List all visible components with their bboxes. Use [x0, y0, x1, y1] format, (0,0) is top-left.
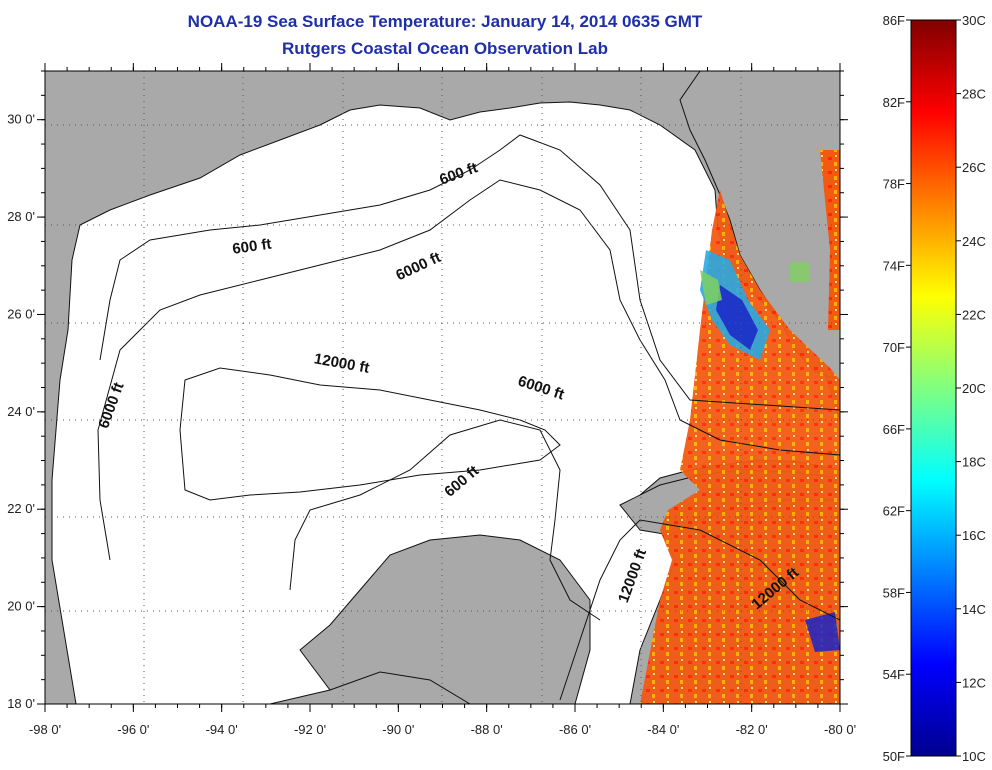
lat-label: 24 0' — [7, 404, 35, 419]
lon-label: -88 0' — [471, 722, 503, 737]
celsius-label: 22C — [962, 307, 986, 322]
fahrenheit-label: 66F — [883, 422, 905, 437]
fahrenheit-label: 54F — [883, 667, 905, 682]
colorbar-labels: 30C 28C 26C 24C 22C 20C 18C 16C 14C 12C 10C 86F 82F 7… — [883, 13, 986, 764]
fahrenheit-label: 78F — [883, 177, 905, 192]
lon-label: -84 0' — [647, 722, 679, 737]
colorbar — [910, 19, 957, 757]
graticule — [45, 71, 840, 704]
celsius-label: 28C — [962, 87, 986, 102]
celsius-label: 26C — [962, 160, 986, 175]
fahrenheit-label: 82F — [883, 95, 905, 110]
celsius-label: 14C — [962, 602, 986, 617]
celsius-label: 30C — [962, 13, 986, 28]
fahrenheit-label: 62F — [883, 504, 905, 519]
lon-label: -82 0' — [736, 722, 768, 737]
florida-interior-sst — [790, 262, 810, 282]
lon-label: -86 0' — [559, 722, 591, 737]
lat-label: 28 0' — [7, 209, 35, 224]
contour-600ft — [99, 134, 840, 411]
contour-12000ft-caribbean — [559, 519, 840, 701]
sst-green-patch — [700, 270, 722, 305]
celsius-label: 16C — [962, 528, 986, 543]
yucatan-land — [299, 534, 591, 704]
map-frame-content — [45, 71, 840, 704]
map-subtitle: Rutgers Coastal Ocean Observation Lab — [282, 39, 608, 58]
celsius-label: 18C — [962, 455, 986, 470]
lat-label: 20 0' — [7, 599, 35, 614]
lat-label: 18 0' — [7, 696, 35, 711]
sst-cold-patch — [716, 285, 758, 350]
contour-600ft-south — [289, 419, 601, 621]
sst-east-strip — [820, 150, 840, 330]
contour-6000ft — [97, 179, 840, 561]
fahrenheit-label: 86F — [883, 13, 905, 28]
sst-swath — [640, 190, 840, 704]
celsius-label: 12C — [962, 675, 986, 690]
celsius-label: 24C — [962, 234, 986, 249]
fahrenheit-label: 74F — [883, 258, 905, 273]
lat-label: 26 0' — [7, 306, 35, 321]
lon-label: -98 0' — [29, 722, 61, 737]
fahrenheit-label: 50F — [883, 749, 905, 764]
contour-12000ft — [179, 367, 561, 501]
contour-label: 600 ft — [231, 236, 272, 258]
lon-label: -96 0' — [117, 722, 149, 737]
lat-label: 30 0' — [7, 112, 35, 127]
map-title: NOAA-19 Sea Surface Temperature: January… — [187, 12, 703, 31]
celsius-label: 10C — [962, 749, 986, 764]
lon-label: -90 0' — [382, 722, 414, 737]
celsius-label: 20C — [962, 381, 986, 396]
axes: -98 0' -96 0' -94 0' -92 0' -90 0' -88 0' -86 … — [7, 63, 856, 737]
sst-cold-patch-south — [805, 612, 840, 652]
fahrenheit-label: 70F — [883, 340, 905, 355]
lon-label: -80 0' — [824, 722, 856, 737]
lon-label: -94 0' — [206, 722, 238, 737]
lat-label: 22 0' — [7, 501, 35, 516]
lon-label: -92 0' — [294, 722, 326, 737]
fahrenheit-label: 58F — [883, 585, 905, 600]
